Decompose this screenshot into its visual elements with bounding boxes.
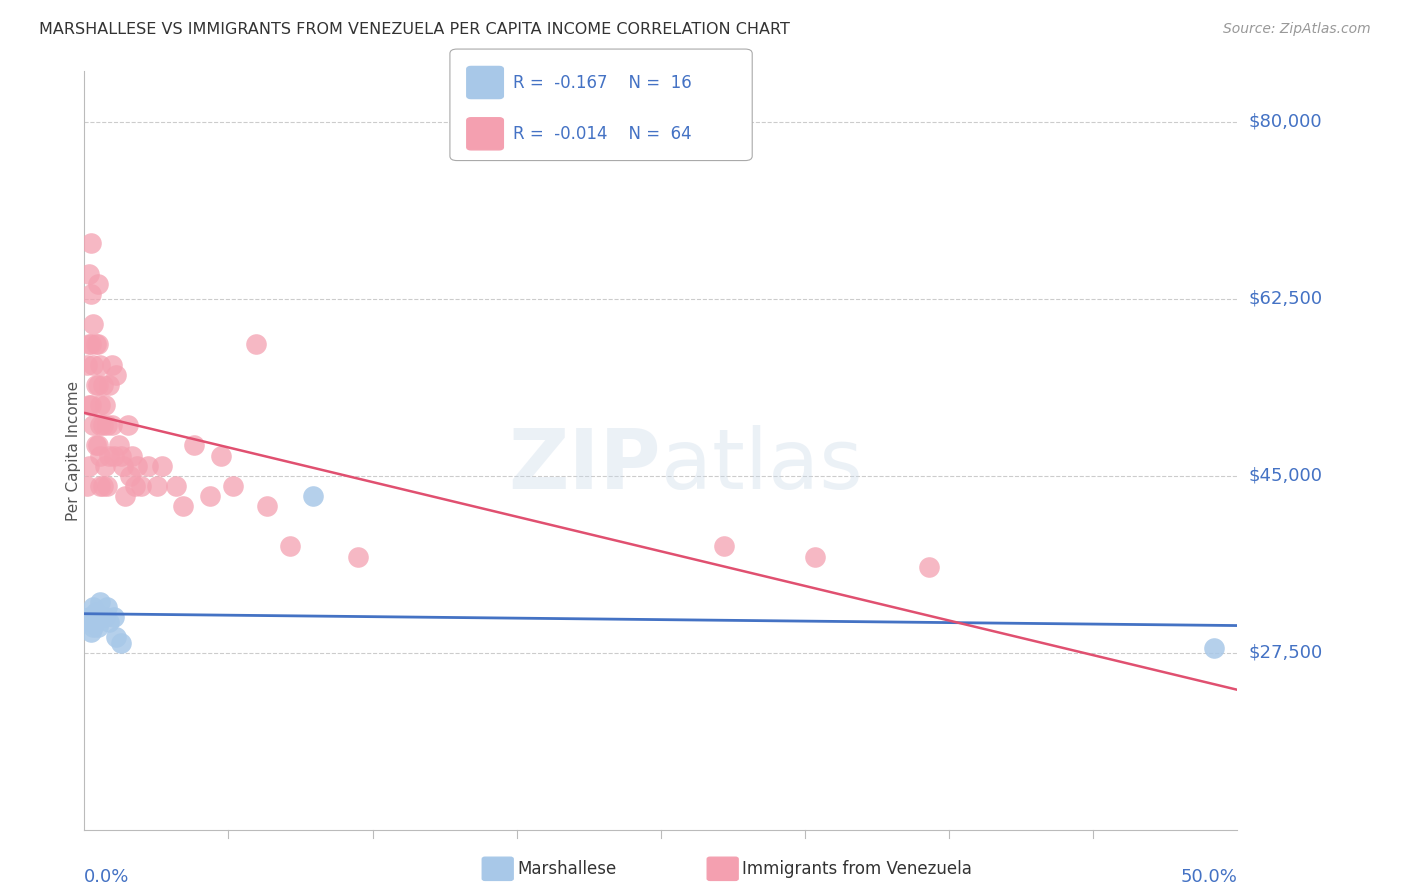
Text: Source: ZipAtlas.com: Source: ZipAtlas.com	[1223, 22, 1371, 37]
Point	[84, 337, 107, 351]
Point	[278, 540, 301, 554]
Point	[112, 458, 135, 473]
Point	[124, 479, 146, 493]
Text: Marshallese: Marshallese	[517, 860, 617, 878]
Point	[84, 438, 107, 452]
Point	[105, 631, 128, 645]
Point	[80, 398, 103, 412]
Point	[98, 449, 121, 463]
Point	[77, 610, 100, 624]
Text: R =  -0.014    N =  64: R = -0.014 N = 64	[513, 125, 692, 143]
Y-axis label: Per Capita Income: Per Capita Income	[66, 380, 80, 521]
Point	[76, 479, 98, 493]
Point	[77, 458, 100, 473]
Point	[91, 418, 114, 433]
Point	[89, 358, 111, 372]
Point	[98, 377, 121, 392]
Point	[94, 610, 117, 624]
Point	[82, 358, 104, 372]
Text: $62,500: $62,500	[1249, 290, 1323, 308]
Point	[80, 625, 103, 640]
Text: $45,000: $45,000	[1249, 467, 1323, 484]
Point	[146, 479, 169, 493]
Text: Immigrants from Venezuela: Immigrants from Venezuela	[742, 860, 972, 878]
Text: 0.0%: 0.0%	[84, 869, 129, 887]
Point	[256, 499, 278, 513]
Point	[89, 398, 111, 412]
Point	[121, 449, 143, 463]
Point	[87, 277, 110, 291]
Point	[89, 595, 111, 609]
Text: 50.0%: 50.0%	[1181, 869, 1237, 887]
Point	[100, 418, 122, 433]
Text: MARSHALLESE VS IMMIGRANTS FROM VENEZUELA PER CAPITA INCOME CORRELATION CHART: MARSHALLESE VS IMMIGRANTS FROM VENEZUELA…	[39, 22, 790, 37]
Point	[82, 317, 104, 331]
Point	[91, 479, 114, 493]
Point	[245, 337, 267, 351]
Point	[131, 479, 153, 493]
Point	[347, 549, 370, 564]
Point	[77, 267, 100, 281]
Point	[117, 418, 139, 433]
Point	[136, 458, 159, 473]
Point	[89, 479, 111, 493]
Point	[96, 418, 118, 433]
Point	[91, 377, 114, 392]
Text: atlas: atlas	[661, 425, 862, 506]
Point	[110, 449, 132, 463]
Point	[804, 549, 827, 564]
Point	[89, 418, 111, 433]
Point	[172, 499, 194, 513]
Point	[76, 358, 98, 372]
Point	[1204, 640, 1226, 655]
Point	[80, 236, 103, 251]
Point	[84, 605, 107, 619]
Point	[125, 458, 148, 473]
Point	[82, 600, 104, 615]
Point	[165, 479, 187, 493]
Point	[94, 458, 117, 473]
Point	[82, 418, 104, 433]
Point	[94, 398, 117, 412]
Point	[103, 610, 125, 624]
Text: ZIP: ZIP	[509, 425, 661, 506]
Point	[77, 398, 100, 412]
Point	[77, 337, 100, 351]
Point	[150, 458, 173, 473]
Point	[918, 559, 941, 574]
Point	[118, 468, 141, 483]
Point	[80, 337, 103, 351]
Point	[84, 377, 107, 392]
Point	[105, 368, 128, 382]
Point	[114, 489, 136, 503]
Point	[222, 479, 245, 493]
Point	[198, 489, 221, 503]
Point	[89, 449, 111, 463]
Point	[87, 620, 110, 634]
Point	[713, 540, 735, 554]
Point	[87, 377, 110, 392]
Point	[96, 479, 118, 493]
Text: $80,000: $80,000	[1249, 113, 1322, 131]
Point	[110, 635, 132, 649]
Point	[87, 337, 110, 351]
Point	[87, 438, 110, 452]
Point	[80, 615, 103, 630]
Point	[103, 449, 125, 463]
Point	[82, 620, 104, 634]
Point	[301, 489, 323, 503]
Point	[100, 358, 122, 372]
Text: $27,500: $27,500	[1249, 644, 1323, 662]
Point	[183, 438, 205, 452]
Point	[209, 449, 232, 463]
Point	[107, 438, 129, 452]
Point	[80, 286, 103, 301]
Text: R =  -0.167    N =  16: R = -0.167 N = 16	[513, 73, 692, 92]
Point	[98, 615, 121, 630]
Point	[96, 600, 118, 615]
